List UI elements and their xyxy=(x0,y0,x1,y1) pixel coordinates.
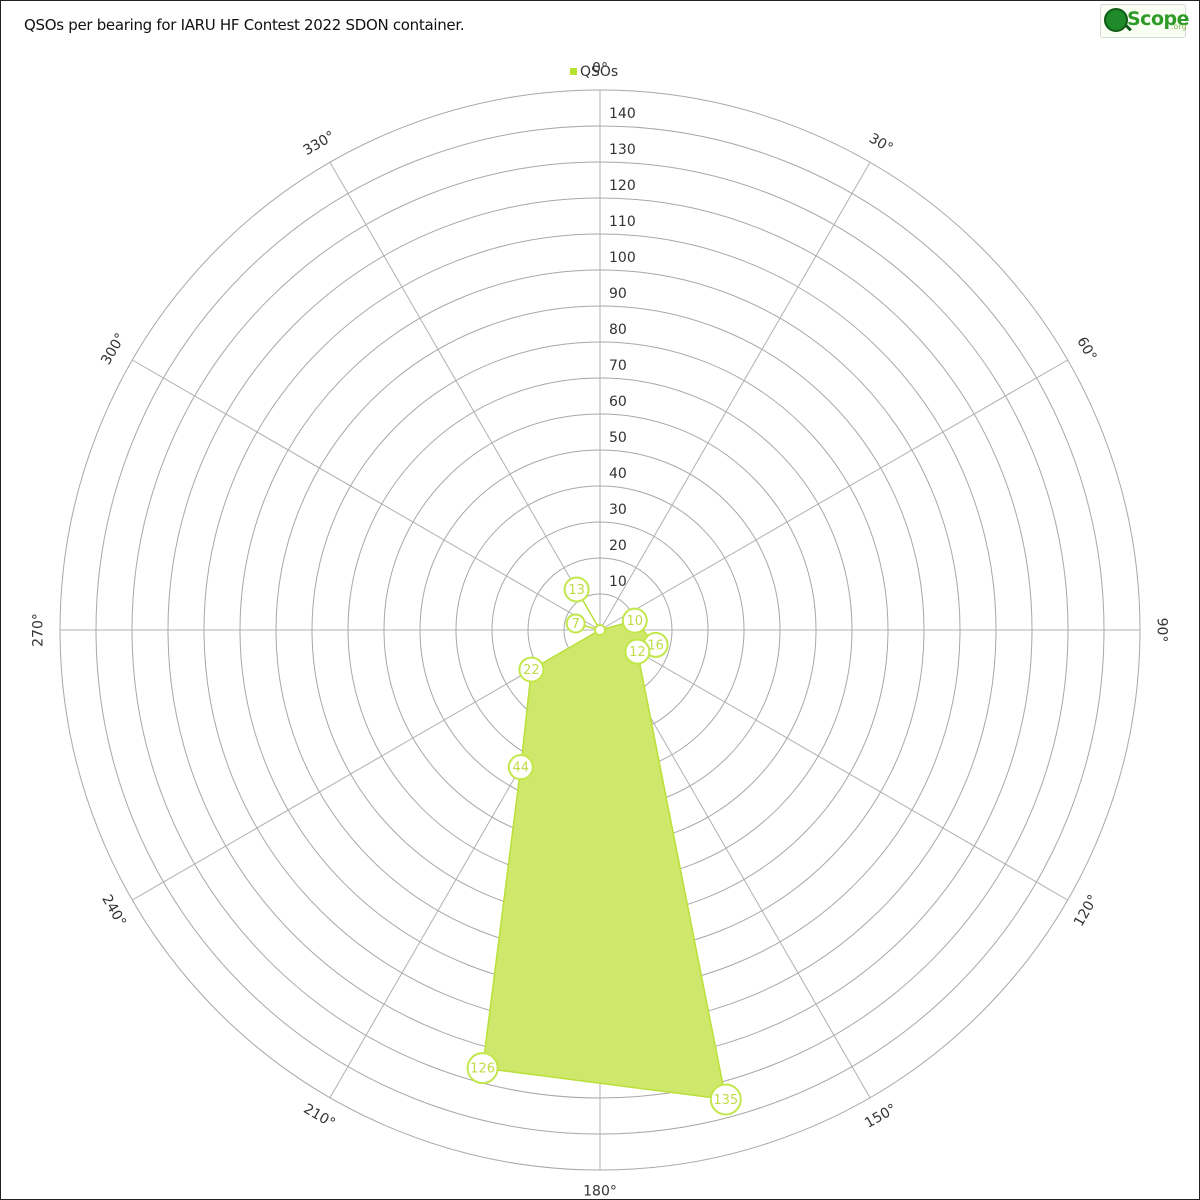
grid-spoke-330 xyxy=(329,162,601,631)
radial-tick-label: 80 xyxy=(609,322,627,338)
logo-tld: .org xyxy=(1171,22,1187,31)
radial-tick-label: 50 xyxy=(609,430,627,446)
angle-tick-label: 150° xyxy=(862,1101,899,1132)
data-label: 13 xyxy=(568,583,585,598)
data-point xyxy=(518,656,545,683)
radial-tick-label: 100 xyxy=(609,250,636,266)
radial-tick-label: 10 xyxy=(609,574,627,590)
grid-spoke-60 xyxy=(599,359,1068,631)
angle-tick-label: 180° xyxy=(583,1184,617,1200)
data-point xyxy=(563,576,590,603)
angle-tick-label: 270° xyxy=(30,613,46,647)
radial-tick-label: 130 xyxy=(609,142,636,158)
data-point xyxy=(565,613,586,634)
radial-tick-label: 20 xyxy=(609,538,627,554)
chart-title: QSOs per bearing for IARU HF Contest 202… xyxy=(24,16,465,34)
grid-spoke-300 xyxy=(132,359,601,631)
data-label: 44 xyxy=(513,761,530,776)
data-label: 12 xyxy=(629,645,646,660)
radial-tick-label: 120 xyxy=(609,178,636,194)
radial-tick-label: 90 xyxy=(609,286,627,302)
magnifier-icon xyxy=(1104,8,1128,32)
radial-tick-labels: 10 20 30 40 50 60 70 80 90 100 110 120 130 140 xyxy=(609,106,636,590)
data-point xyxy=(466,1052,499,1085)
radial-tick-label: 60 xyxy=(609,394,627,410)
angle-tick-label: 120° xyxy=(1071,892,1102,929)
legend-label: QSOs xyxy=(580,64,619,80)
legend[interactable]: QSOs xyxy=(570,64,618,80)
logo-brand: Scope xyxy=(1127,8,1190,30)
legend-swatch xyxy=(570,68,577,75)
center-point xyxy=(594,624,606,636)
data-label: 7 xyxy=(572,617,580,632)
angle-tick-label: 330° xyxy=(301,128,338,159)
data-point xyxy=(624,638,651,665)
grid-spoke-30 xyxy=(599,162,871,631)
data-point xyxy=(621,607,648,634)
angle-tick-label: 210° xyxy=(301,1101,338,1132)
radial-tick-label: 30 xyxy=(609,502,627,518)
radial-tick-label: 40 xyxy=(609,466,627,482)
radial-tick-label: 70 xyxy=(609,358,627,374)
angle-tick-label: 60° xyxy=(1073,334,1099,364)
angle-tick-label: 90° xyxy=(1154,618,1170,643)
radial-tick-label: 110 xyxy=(609,214,636,230)
qscope-logo[interactable]: Scope .org xyxy=(1100,4,1190,38)
data-point xyxy=(507,754,534,781)
grid-spoke-120 xyxy=(599,629,1068,901)
angle-tick-label: 30° xyxy=(866,131,896,157)
data-label: 16 xyxy=(647,638,664,653)
angle-tick-label: 0° xyxy=(592,60,608,76)
angle-tick-label: 300° xyxy=(98,331,129,368)
data-label: 126 xyxy=(470,1062,495,1077)
data-label: 135 xyxy=(713,1093,738,1108)
data-label: 10 xyxy=(626,614,643,629)
data-point xyxy=(709,1083,742,1116)
radial-tick-label: 140 xyxy=(609,106,636,122)
angle-tick-label: 240° xyxy=(98,892,129,929)
data-label: 22 xyxy=(523,663,540,678)
